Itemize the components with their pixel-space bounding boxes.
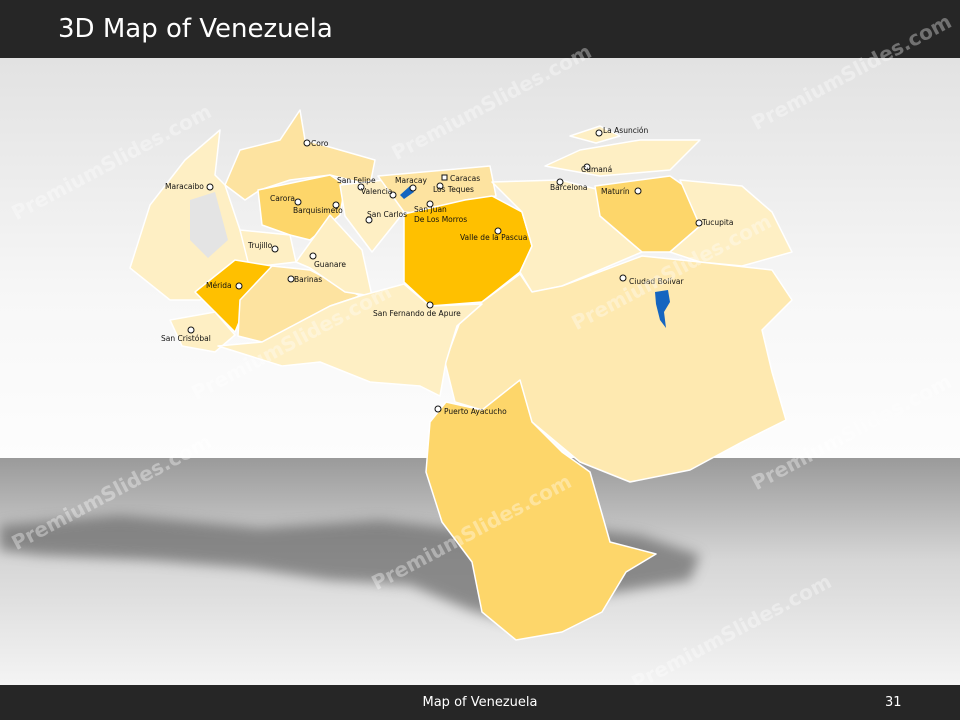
svg-text:Valle de la Pascua: Valle de la Pascua: [460, 233, 527, 242]
svg-text:De Los Morros: De Los Morros: [414, 215, 467, 224]
city-la-asuncion[interactable]: La Asunción: [595, 126, 648, 137]
city-barcelona[interactable]: Barcelona: [550, 178, 587, 192]
svg-text:Carora: Carora: [270, 194, 295, 203]
svg-text:Puerto Ayacucho: Puerto Ayacucho: [444, 407, 507, 416]
city-san-fernando-de-apure[interactable]: San Fernando de Apure: [373, 301, 461, 318]
state-tachira[interactable]: [169, 311, 236, 353]
city-maracay[interactable]: Maracay: [395, 176, 427, 192]
state-bolivar[interactable]: [444, 255, 793, 483]
city-guanare[interactable]: Guanare: [309, 252, 346, 269]
svg-text:San Carlos: San Carlos: [367, 210, 407, 219]
svg-text:Coro: Coro: [311, 139, 329, 148]
slide-header: 3D Map of Venezuela: [0, 0, 960, 58]
svg-text:Valencia: Valencia: [361, 187, 392, 196]
city-coro[interactable]: Coro: [303, 139, 329, 148]
city-barquisimeto[interactable]: Barquisimeto: [293, 201, 343, 215]
svg-text:Los Teques: Los Teques: [433, 185, 474, 194]
slide-footer: Map of Venezuela 31: [0, 685, 960, 720]
svg-text:San Felipe: San Felipe: [337, 176, 376, 185]
svg-text:Maracay: Maracay: [395, 176, 427, 185]
footer-title: Map of Venezuela: [422, 695, 538, 710]
city-los-teques[interactable]: Los Teques: [433, 182, 474, 194]
city-san-cristobal[interactable]: San Cristóbal: [161, 326, 211, 343]
city-ciudad-bolivar[interactable]: Ciudad Bolívar: [619, 274, 685, 286]
city-barinas[interactable]: Barinas: [287, 275, 322, 284]
lake-maracaibo: [190, 192, 228, 258]
city-valle-de-la-pascua[interactable]: Valle de la Pascua: [460, 227, 527, 242]
svg-text:Ciudad Bolívar: Ciudad Bolívar: [629, 277, 685, 286]
svg-text:Barinas: Barinas: [294, 275, 322, 284]
svg-text:San Fernando de Apure: San Fernando de Apure: [373, 309, 461, 318]
svg-text:Cumaná: Cumaná: [581, 165, 612, 174]
city-maracaibo[interactable]: Maracaibo: [165, 182, 214, 191]
svg-text:Barcelona: Barcelona: [550, 183, 587, 192]
city-san-felipe[interactable]: San Felipe: [337, 176, 376, 191]
svg-text:Maracaibo: Maracaibo: [165, 182, 204, 191]
svg-text:San Cristóbal: San Cristóbal: [161, 334, 211, 343]
slide-title: 3D Map of Venezuela: [58, 14, 333, 44]
svg-text:La Asunción: La Asunción: [603, 126, 648, 135]
svg-text:Guanare: Guanare: [314, 260, 346, 269]
city-carora[interactable]: Carora: [270, 194, 302, 206]
svg-text:Barquisimeto: Barquisimeto: [293, 206, 343, 215]
city-trujillo[interactable]: Trujillo: [247, 241, 279, 253]
svg-text:Trujillo: Trujillo: [247, 241, 273, 250]
states: [129, 109, 793, 641]
state-apure[interactable]: [217, 283, 483, 397]
city-caracas[interactable]: Caracas: [441, 174, 480, 183]
city-merida[interactable]: Mérida: [206, 281, 243, 290]
guri-reservoir: [655, 290, 670, 328]
page-number: 31: [885, 695, 902, 710]
state-trujillo[interactable]: [239, 229, 297, 267]
city-san-carlos[interactable]: San Carlos: [365, 210, 407, 224]
city-markers: Coro Maracaibo San Felipe Maracay Caraca…: [161, 126, 733, 416]
svg-text:San Juan: San Juan: [414, 205, 447, 214]
state-sucre[interactable]: [544, 139, 701, 177]
svg-text:Maturín: Maturín: [601, 187, 630, 196]
state-amazonas[interactable]: [425, 379, 657, 641]
city-puerto-ayacucho[interactable]: Puerto Ayacucho: [434, 405, 507, 416]
city-valencia[interactable]: Valencia: [361, 187, 397, 199]
svg-text:Caracas: Caracas: [450, 174, 480, 183]
state-nueva-esparta[interactable]: [569, 125, 621, 144]
city-tucupita[interactable]: Tucupita: [695, 218, 733, 227]
city-maturin[interactable]: Maturín: [601, 187, 642, 196]
svg-text:Mérida: Mérida: [206, 281, 232, 290]
city-cumana[interactable]: Cumaná: [581, 163, 612, 174]
svg-text:Tucupita: Tucupita: [701, 218, 733, 227]
